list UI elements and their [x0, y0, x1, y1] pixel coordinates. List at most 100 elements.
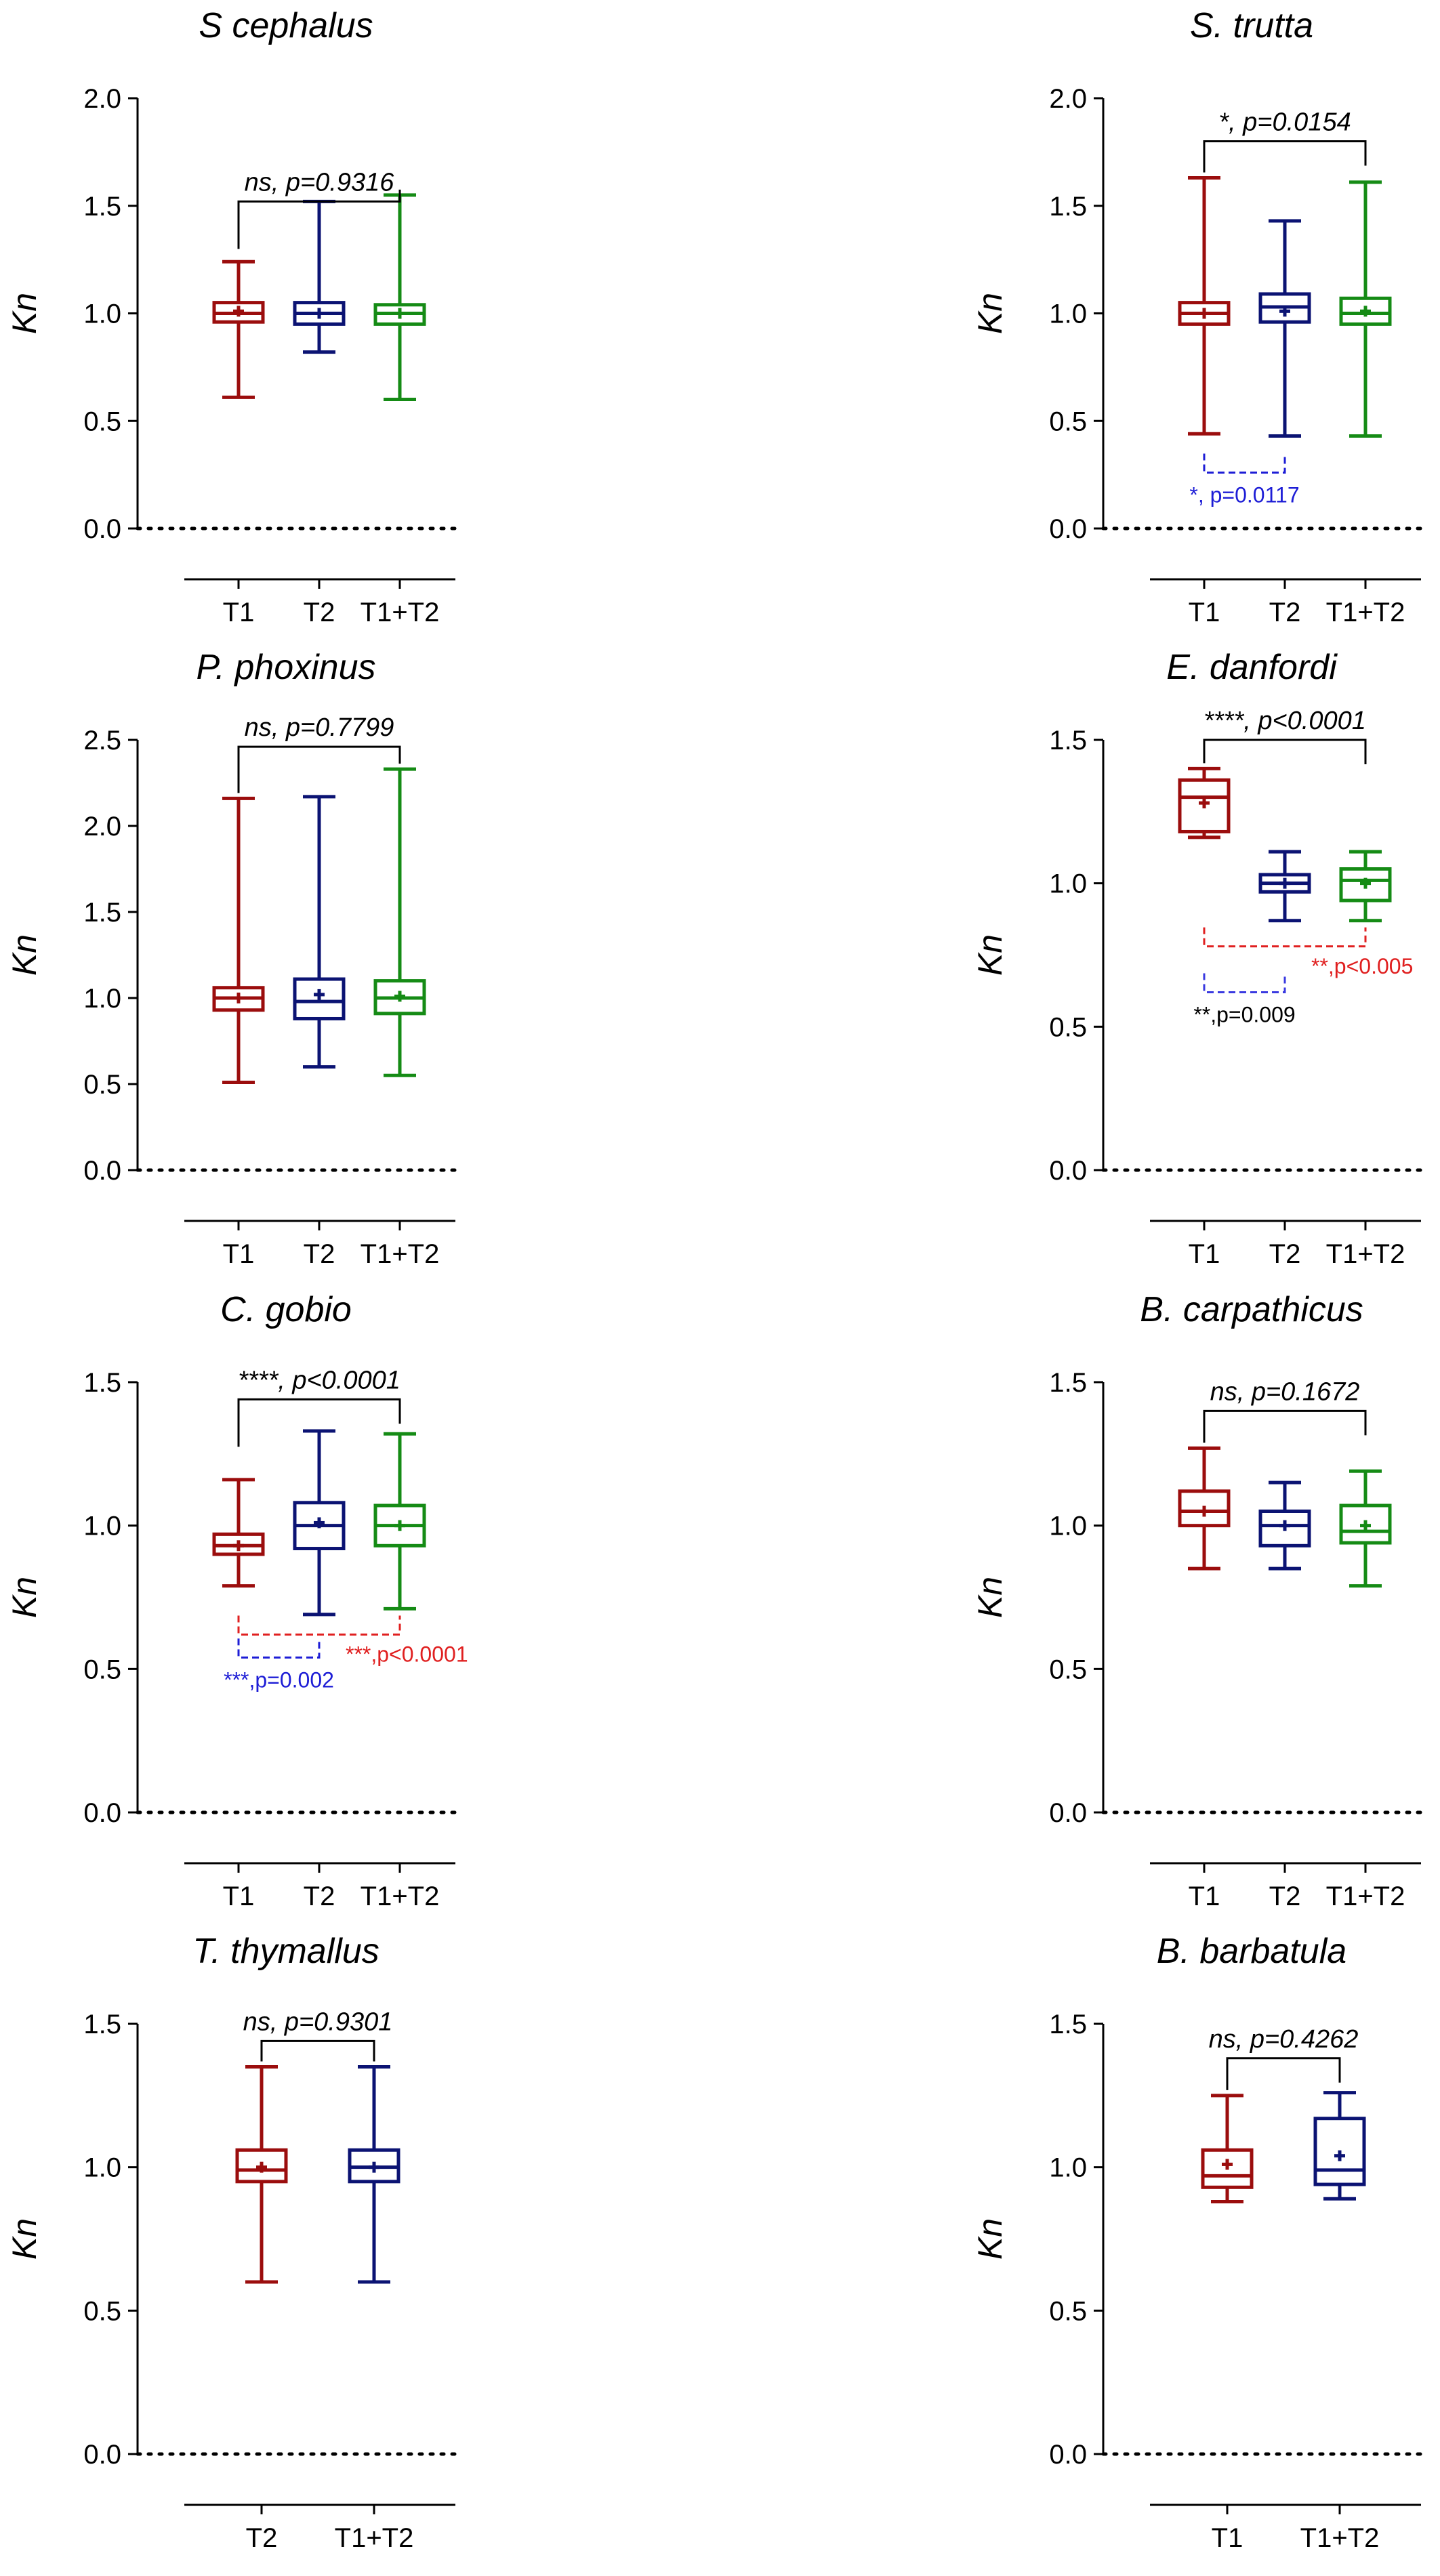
y-tick-label: 0.5 — [83, 1655, 121, 1684]
x-tick-label: T1+T2 — [1326, 598, 1405, 627]
y-tick-label: 2.0 — [83, 812, 121, 842]
iqr-box — [1258, 1510, 1311, 1547]
comparison-label: *, p=0.0117 — [1189, 482, 1299, 507]
box-T2 — [1258, 1480, 1311, 1571]
bracket-line — [1226, 2057, 1341, 2090]
y-tick-label: 0.0 — [83, 1156, 121, 1186]
y-axis-label: Kn — [5, 934, 43, 976]
y-tick-label: 0.0 — [83, 514, 121, 544]
bracket-line — [1203, 927, 1367, 948]
x-tick-label: T2 — [1269, 1882, 1301, 1911]
x-tick-label: T1+T2 — [361, 1882, 440, 1911]
y-tick-label: 0.5 — [83, 2296, 121, 2326]
panel-title: B. carpathicus — [1140, 1290, 1363, 1329]
box-T2 — [293, 199, 346, 354]
y-tick-label: 1.5 — [83, 192, 121, 222]
x-tick-label: T2 — [304, 1239, 335, 1269]
y-tick-label: 1.0 — [83, 2153, 121, 2183]
comparison-bracket: ns, p=0.4262 — [1209, 2025, 1358, 2090]
y-tick-label: 1.0 — [83, 299, 121, 329]
bracket-line — [237, 1615, 401, 1636]
panel-7: T. thymallus Kn 0.0 0.5 1.0 1.5 T2 T1+T2 ns, p=0… — [5, 1932, 457, 2553]
x-tick-label: T1+T2 — [335, 2523, 414, 2553]
x-tick-label: T1+T2 — [1326, 1882, 1405, 1911]
y-axis-label: Kn — [971, 934, 1009, 976]
y-tick-label: 2.0 — [1049, 84, 1087, 114]
bracket-line — [237, 189, 401, 249]
y-tick-label: 0.0 — [83, 1798, 121, 1828]
bracket-line — [1203, 739, 1367, 764]
y-tick-label: 1.0 — [83, 984, 121, 1014]
y-tick-label: 0.5 — [1049, 1655, 1087, 1684]
box-T1+T2 — [1339, 850, 1392, 923]
y-tick-label: 0.0 — [1049, 1156, 1087, 1186]
x-tick-label: T1 — [223, 1882, 255, 1911]
iqr-box — [1178, 1489, 1231, 1528]
comparison-label: ns, p=0.9316 — [245, 168, 395, 196]
comparison-bracket: *, p=0.0117 — [1189, 453, 1300, 507]
panel-3: P. phoxinus Kn 0.0 0.5 1.0 1.5 2.0 2.5 T1 T2 T1+T2… — [5, 648, 457, 1269]
panel-title: P. phoxinus — [196, 648, 375, 687]
panel-title: C. gobio — [220, 1290, 352, 1329]
panel-title: B. barbatula — [1157, 1932, 1346, 1971]
x-tick-label: T1 — [1189, 1239, 1220, 1269]
y-tick-label: 1.5 — [1049, 192, 1087, 222]
comparison-label: ns, p=0.1672 — [1210, 1377, 1360, 1406]
comparison-label: ****, p<0.0001 — [238, 1366, 400, 1394]
y-tick-label: 0.0 — [1049, 2440, 1087, 2470]
x-tick-label: T1+T2 — [1300, 2523, 1380, 2553]
box-T1+T2 — [373, 767, 426, 1077]
iqr-box — [1178, 778, 1231, 833]
comparison-bracket: ****, p<0.0001 — [1203, 707, 1367, 764]
x-tick-label: T1 — [1212, 2523, 1243, 2553]
comparison-label: ***,p=0.002 — [224, 1667, 334, 1692]
x-tick-label: T1 — [1189, 1882, 1220, 1911]
comparison-bracket: ***,p<0.0001 — [237, 1615, 468, 1667]
comparison-label: ns, p=0.7799 — [245, 713, 394, 742]
y-axis-label: Kn — [971, 1577, 1009, 1618]
iqr-box — [1313, 2117, 1366, 2186]
y-tick-label: 1.5 — [83, 898, 121, 928]
panel-title: S cephalus — [199, 6, 373, 45]
y-tick-label: 0.5 — [83, 407, 121, 436]
y-tick-label: 1.5 — [83, 2010, 121, 2039]
box-T1+T2 — [373, 193, 426, 401]
y-tick-label: 0.0 — [1049, 514, 1087, 544]
comparison-bracket: **,p<0.005 — [1203, 927, 1413, 978]
panel-5: C. gobio Kn 0.0 0.5 1.0 1.5 T1 T2 T1+T2 ****, p<0… — [5, 1290, 468, 1911]
box-T1 — [212, 1478, 265, 1588]
y-axis-label: Kn — [971, 293, 1009, 334]
x-tick-label: T2 — [1269, 1239, 1301, 1269]
y-tick-label: 1.0 — [1049, 869, 1087, 899]
y-axis-label: Kn — [971, 2218, 1009, 2260]
y-tick-label: 0.5 — [1049, 1012, 1087, 1042]
y-tick-label: 1.5 — [1049, 2010, 1087, 2039]
y-tick-label: 0.0 — [1049, 1798, 1087, 1828]
iqr-box — [1339, 1503, 1392, 1545]
comparison-bracket: ns, p=0.9316 — [237, 168, 401, 249]
y-tick-label: 1.0 — [1049, 1512, 1087, 1541]
comparison-bracket: *, p=0.0154 — [1203, 108, 1367, 173]
y-tick-label: 1.5 — [1049, 726, 1087, 755]
box-T1+T2 — [1313, 2091, 1366, 2201]
bracket-line — [237, 1398, 401, 1447]
box-T2 — [293, 1429, 346, 1617]
iqr-box — [1339, 296, 1392, 326]
y-axis-label: Kn — [5, 293, 43, 334]
comparison-bracket: ***,p=0.002 — [224, 1638, 334, 1692]
box-T2 — [293, 795, 346, 1069]
x-tick-label: T2 — [304, 1882, 335, 1911]
y-tick-label: 2.0 — [83, 84, 121, 114]
x-tick-label: T2 — [246, 2523, 278, 2553]
y-tick-label: 1.5 — [1049, 1368, 1087, 1398]
bracket-line — [237, 745, 401, 793]
bracket-line — [1203, 973, 1286, 994]
box-T1+T2 — [1339, 1469, 1392, 1588]
panel-6: B. carpathicus Kn 0.0 0.5 1.0 1.5 T1 T2 T1+T2 ns,… — [971, 1290, 1423, 1911]
comparison-label: *, p=0.0154 — [1218, 108, 1351, 137]
x-tick-label: T1 — [1189, 598, 1220, 627]
box-T2 — [1258, 219, 1311, 438]
panel-1: S cephalus Kn 0.0 0.5 1.0 1.5 2.0 T1 T2 T1+T2 ns, … — [5, 6, 457, 627]
bracket-line — [237, 1638, 321, 1659]
